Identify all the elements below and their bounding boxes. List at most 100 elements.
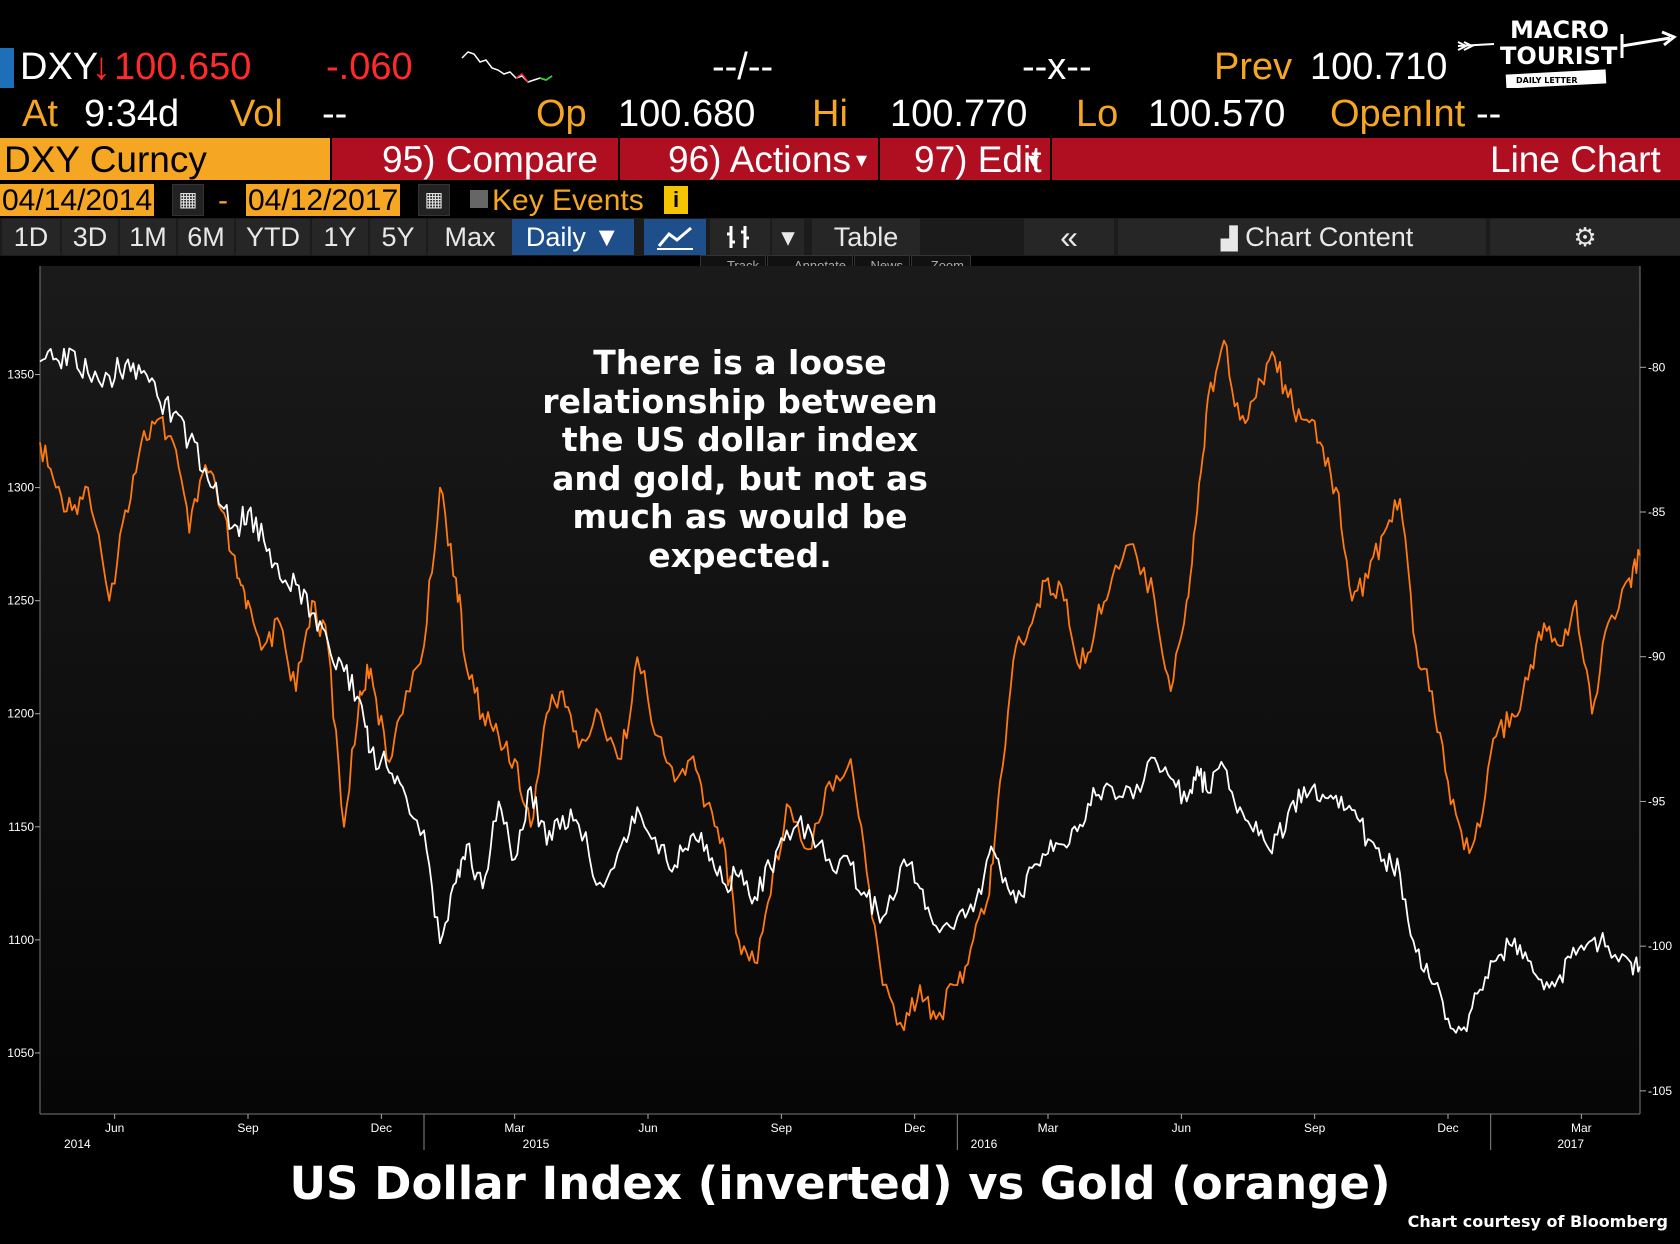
key-events-label: Key Events bbox=[492, 184, 644, 217]
y-left-tick-label: 1100 bbox=[8, 933, 34, 947]
end-calendar-icon[interactable]: ▦ bbox=[418, 184, 450, 216]
security-field[interactable]: DXY Curncy bbox=[0, 138, 330, 180]
x-tick-label: Jun bbox=[1172, 1121, 1191, 1135]
y-left-tick-label: 1050 bbox=[7, 1046, 34, 1060]
x-tick-label: Dec bbox=[1437, 1121, 1458, 1135]
quote-time: 9:34d bbox=[84, 93, 180, 135]
actions-menu[interactable]: 96) Actions bbox=[668, 139, 852, 180]
annotation-line: and gold, but not as bbox=[552, 458, 928, 498]
openint-label: OpenInt bbox=[1330, 93, 1466, 135]
dxy-inverted-series-line bbox=[39, 347, 1641, 1034]
period-button-1m[interactable]: 1M bbox=[120, 219, 176, 255]
price-down-arrow: ↓ bbox=[92, 46, 111, 88]
ticker: DXY bbox=[20, 46, 99, 88]
last-price: 100.650 bbox=[114, 46, 252, 88]
openint-value: -- bbox=[1476, 93, 1502, 135]
logo-line2: TOURIST bbox=[1500, 42, 1618, 70]
y-right-tick-label: -90 bbox=[1648, 650, 1666, 664]
period-button-1y[interactable]: 1Y bbox=[312, 219, 368, 255]
chart-style-chevron-down-icon[interactable]: ▾ bbox=[772, 219, 804, 255]
gold-series-line bbox=[39, 339, 1641, 1032]
open-value: 100.680 bbox=[618, 93, 756, 135]
high-value: 100.770 bbox=[890, 93, 1028, 135]
prev-label: Prev bbox=[1214, 46, 1293, 88]
x-tick-label: Mar bbox=[1038, 1121, 1059, 1135]
actions-chevron-down-icon[interactable]: ▾ bbox=[856, 147, 868, 172]
line-chart-icon[interactable] bbox=[644, 219, 706, 255]
end-date-input[interactable]: 04/12/2017 bbox=[246, 184, 401, 217]
plot-area bbox=[40, 266, 1640, 1114]
frequency-dropdown[interactable]: Daily ▼ bbox=[512, 219, 634, 255]
vol-value: -- bbox=[322, 93, 348, 135]
annotation-line: much as would be bbox=[572, 497, 908, 536]
annotation-line: the US dollar index bbox=[561, 420, 919, 459]
start-date-input[interactable]: 04/14/2014 bbox=[0, 184, 155, 217]
open-label: Op bbox=[536, 93, 587, 135]
y-right-tick-label: -100 bbox=[1648, 939, 1672, 953]
y-left-tick-label: 1200 bbox=[7, 707, 34, 721]
annotation-line: relationship between bbox=[542, 381, 938, 421]
x-tick-label: Mar bbox=[504, 1121, 525, 1135]
year-label: 2016 bbox=[971, 1137, 998, 1151]
macro-tourist-logo: MACRO TOURIST DAILY LETTER bbox=[1450, 10, 1680, 89]
x-tick-label: Sep bbox=[771, 1121, 793, 1135]
x-tick-label: Dec bbox=[904, 1121, 925, 1135]
collapse-icon[interactable]: « bbox=[1024, 219, 1114, 255]
bid-ask: --/-- bbox=[712, 46, 774, 88]
y-right-tick-label: -80 bbox=[1648, 360, 1666, 374]
y-left-tick-label: 1150 bbox=[8, 820, 34, 834]
intraday-sparkline bbox=[461, 51, 553, 83]
x-tick-label: Mar bbox=[1571, 1121, 1592, 1135]
period-button-3d[interactable]: 3D bbox=[62, 219, 118, 255]
prev-value: 100.710 bbox=[1310, 46, 1448, 88]
chart-title: US Dollar Index (inverted) vs Gold (oran… bbox=[289, 1157, 1391, 1210]
settings-gear-icon[interactable]: ⚙ bbox=[1490, 219, 1680, 255]
chart-type-label[interactable]: Line Chart bbox=[1490, 139, 1661, 180]
compare-button[interactable]: 95) Compare bbox=[382, 139, 598, 180]
chart-content-icon: ▟ bbox=[1220, 226, 1238, 251]
y-right-tick-label: -105 bbox=[1648, 1084, 1672, 1098]
low-label: Lo bbox=[1076, 93, 1119, 135]
y-right-tick-label: -95 bbox=[1648, 794, 1666, 808]
net-change: -.060 bbox=[326, 46, 413, 88]
y-right-tick-label: -85 bbox=[1648, 505, 1666, 519]
x-tick-label: Dec bbox=[371, 1121, 392, 1135]
x-tick-label: Sep bbox=[1304, 1121, 1326, 1135]
security-marker bbox=[0, 48, 14, 88]
year-label: 2015 bbox=[523, 1137, 550, 1151]
year-label: 2014 bbox=[64, 1137, 91, 1151]
period-button-ytd[interactable]: YTD bbox=[236, 219, 310, 255]
high-label: Hi bbox=[812, 93, 848, 135]
chart-credit: Chart courtesy of Bloomberg bbox=[1407, 1212, 1668, 1231]
vol-label: Vol bbox=[230, 93, 283, 135]
at-label: At bbox=[22, 93, 58, 135]
x-tick-label: Sep bbox=[237, 1121, 259, 1135]
period-button-1d[interactable]: 1D bbox=[2, 219, 60, 255]
key-events-checkbox[interactable] bbox=[470, 190, 488, 208]
function-bar: DXY Curncy 95) Compare 96) Actions ▾ 97)… bbox=[0, 138, 1680, 180]
logo-line1: MACRO bbox=[1510, 16, 1609, 44]
annotation-line: There is a loose bbox=[593, 343, 887, 382]
period-button-5y[interactable]: 5Y bbox=[370, 219, 426, 255]
y-left-tick-label: 1350 bbox=[7, 368, 34, 382]
edit-menu[interactable]: 97) Edit bbox=[914, 139, 1042, 180]
edit-chevron-down-icon[interactable]: ▾ bbox=[1028, 147, 1040, 172]
chart-content-button[interactable]: ▟ Chart Content bbox=[1118, 219, 1486, 255]
period-button-max[interactable]: Max bbox=[428, 219, 512, 255]
chart-annotation: There is a loose relationship between th… bbox=[525, 343, 955, 575]
logo-line3: DAILY LETTER bbox=[1516, 76, 1578, 85]
table-button[interactable]: Table bbox=[812, 219, 920, 255]
y-left-tick-label: 1250 bbox=[7, 594, 34, 608]
y-left-tick-label: 1300 bbox=[7, 481, 34, 495]
bar-chart-icon[interactable] bbox=[710, 219, 770, 255]
period-button-6m[interactable]: 6M bbox=[178, 219, 234, 255]
line-chart[interactable]: 1050 1100 1150 1200 1250 1300 1350 -80 -85 -90 -95… bbox=[0, 258, 1680, 1158]
annotation-line: expected. bbox=[648, 535, 832, 575]
start-calendar-icon[interactable]: ▦ bbox=[172, 184, 204, 216]
year-label: 2017 bbox=[1557, 1137, 1584, 1151]
x-tick-label: Jun bbox=[105, 1121, 124, 1135]
chart-content-label: Chart Content bbox=[1245, 222, 1414, 252]
low-value: 100.570 bbox=[1148, 93, 1286, 135]
x-tick-label: Jun bbox=[638, 1121, 657, 1135]
info-icon[interactable]: i bbox=[664, 186, 688, 214]
